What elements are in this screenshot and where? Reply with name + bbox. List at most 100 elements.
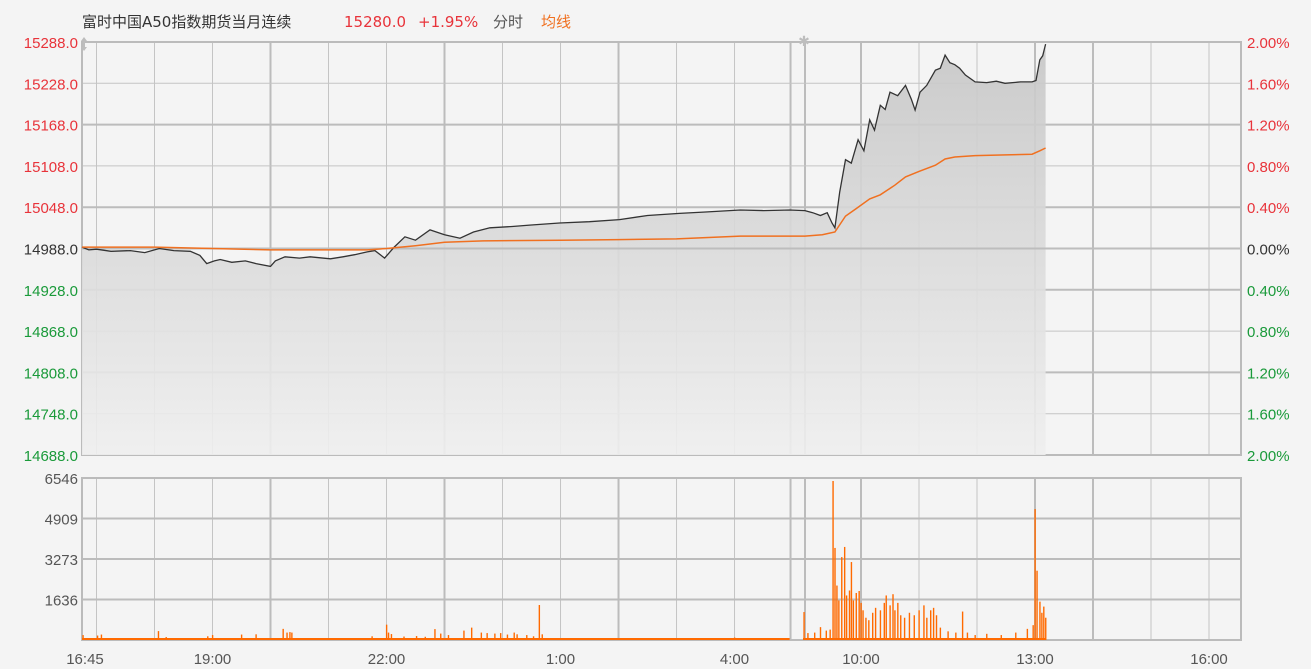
- volume-bar: [932, 607, 935, 640]
- volume-bar: [157, 631, 160, 640]
- volume-bar: [1036, 570, 1038, 640]
- volume-bar: [289, 632, 291, 640]
- volume-bar: [255, 634, 257, 640]
- volume-bar: [913, 615, 915, 640]
- volume-bar: [836, 585, 838, 640]
- volume-bar: [415, 636, 418, 640]
- volume-bar: [100, 634, 103, 640]
- volume-bar: [371, 636, 373, 640]
- volume-bar: [390, 634, 393, 640]
- time-tick-label: 19:00: [194, 651, 232, 668]
- svg-text:✱: ✱: [798, 34, 810, 50]
- asterisk-icon: ✱: [798, 34, 810, 50]
- price-tick-label: 14748.0: [24, 407, 78, 424]
- avg-legend-label[interactable]: 均线: [541, 13, 571, 31]
- volume-bar: [939, 627, 942, 640]
- volume-tick-label: 4909: [45, 512, 78, 529]
- volume-bar: [1041, 612, 1043, 640]
- chart-marks: [81, 43, 1241, 640]
- volume-bar: [291, 632, 293, 640]
- volume-bar: [1045, 617, 1047, 640]
- volume-bar: [807, 633, 809, 640]
- volume-bar: [850, 562, 853, 640]
- volume-bar: [908, 612, 911, 640]
- price-tick-label: 15288.0: [24, 35, 78, 52]
- volume-tick-label: 3273: [45, 552, 78, 569]
- volume-bar: [1026, 628, 1029, 640]
- volume-bar: [883, 602, 886, 640]
- price-area-fill: [82, 44, 1046, 455]
- percent-tick-label: 0.80%: [1247, 324, 1290, 341]
- volume-bar: [513, 632, 515, 640]
- time-tick-label: 13:00: [1016, 651, 1054, 668]
- volume-bar: [532, 636, 535, 640]
- volume-bar: [516, 634, 518, 640]
- price-tick-label: 15228.0: [24, 76, 78, 93]
- percent-tick-label: 2.00%: [1247, 448, 1290, 465]
- volume-bar: [868, 620, 870, 640]
- time-tick-label: 16:45: [66, 651, 104, 668]
- percent-tick-label: 0.00%: [1247, 242, 1290, 259]
- volume-bar: [897, 602, 899, 640]
- percent-tick-label: 1.20%: [1247, 118, 1290, 135]
- volume-bar: [860, 602, 862, 640]
- volume-bar: [834, 547, 836, 640]
- price-tick-label: 14928.0: [24, 283, 78, 300]
- volume-bar: [947, 631, 949, 640]
- volume-bar: [541, 634, 543, 640]
- volume-bar: [935, 615, 938, 640]
- volume-bar: [885, 595, 887, 640]
- time-tick-label: 22:00: [368, 651, 406, 668]
- volume-bar: [858, 590, 860, 640]
- volume-bar: [923, 605, 925, 640]
- volume-bar: [470, 627, 473, 640]
- volume-bar: [889, 605, 891, 640]
- volume-bar: [966, 632, 969, 640]
- price-change: +1.95%: [418, 13, 478, 31]
- volume-bar: [832, 480, 834, 640]
- volume-tick-label: 6546: [45, 471, 78, 488]
- percent-tick-label: 1.60%: [1247, 407, 1290, 424]
- volume-bar: [240, 634, 243, 640]
- volume-bar: [838, 600, 840, 640]
- percent-tick-label: 2.00%: [1247, 35, 1290, 52]
- price-line: [81, 43, 1047, 268]
- volume-bar: [506, 634, 509, 640]
- volume-bar: [403, 636, 405, 640]
- volume-bar: [862, 610, 864, 640]
- volume-bar: [463, 630, 465, 640]
- percent-tick-label: 0.40%: [1247, 283, 1290, 300]
- volume-bar: [845, 595, 848, 640]
- price-tick-label: 14868.0: [24, 324, 78, 341]
- volume-bar: [843, 546, 846, 640]
- volume-bar: [894, 610, 896, 640]
- volume-bar: [829, 629, 831, 640]
- volume-bar: [424, 636, 426, 640]
- average-price-line: [82, 147, 1046, 251]
- price-tick-label: 15168.0: [24, 118, 78, 135]
- percent-tick-label: 0.40%: [1247, 200, 1290, 217]
- volume-bar: [974, 635, 976, 640]
- time-tick-label: 10:00: [842, 651, 880, 668]
- volume-bar: [447, 635, 450, 640]
- volume-bar: [872, 612, 874, 640]
- volume-bar: [865, 617, 867, 640]
- volume-bar: [486, 633, 488, 640]
- percent-tick-label: 1.20%: [1247, 365, 1290, 382]
- volume-bar: [1015, 632, 1017, 640]
- volume-bar: [385, 624, 388, 640]
- vertical-resize-icon[interactable]: [81, 37, 87, 51]
- volume-bar: [841, 557, 843, 640]
- volume-bar: [852, 600, 855, 640]
- volume-bar: [1034, 509, 1036, 640]
- volume-bar: [538, 605, 541, 640]
- time-tick-label: 1:00: [546, 651, 575, 668]
- volume-bar: [440, 633, 442, 640]
- volume-bar: [499, 633, 502, 640]
- volume-bar: [926, 617, 928, 640]
- last-price: 15280.0: [344, 13, 406, 31]
- volume-bar: [165, 637, 167, 640]
- volume-bar: [903, 617, 906, 640]
- mode-label[interactable]: 分时: [493, 13, 523, 31]
- volume-bar: [892, 594, 894, 640]
